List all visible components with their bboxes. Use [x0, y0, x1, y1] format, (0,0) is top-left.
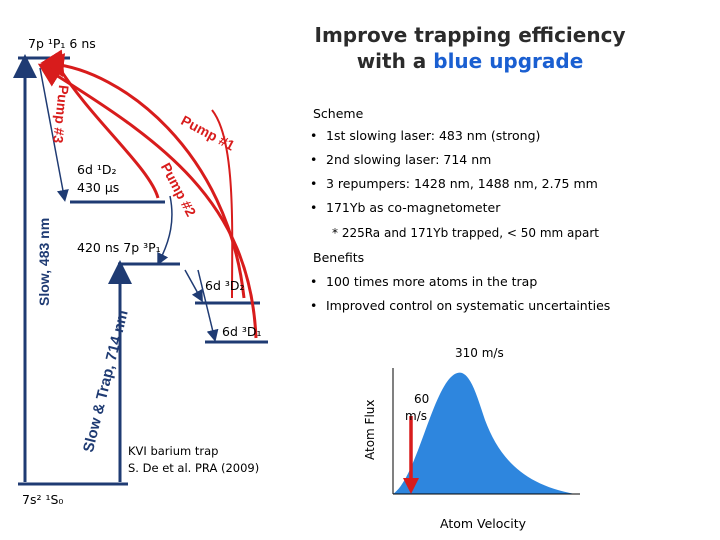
- label-6d3d1: 6d ³D₁: [222, 324, 262, 339]
- decay-to-6d1d2: [39, 67, 69, 202]
- benefit-item: • 100 times more atoms in the trap: [310, 274, 538, 289]
- title-line-2: with a blue upgrade: [300, 48, 640, 74]
- decay-6d1d2: [157, 195, 173, 266]
- scheme-list: • 1st slowing laser: 483 nm (strong) • 2nd…: [310, 124, 598, 220]
- scheme-item: • 171Yb as co-magnetometer: [310, 200, 501, 215]
- label-6d1d2: 6d ¹D₂: [77, 162, 117, 177]
- title-highlight: blue upgrade: [433, 49, 584, 73]
- decay-line: [211, 109, 234, 299]
- label-slow-483: Slow, 483 nm: [36, 217, 52, 306]
- benefits-heading: Benefits: [313, 250, 365, 265]
- scheme-heading: Scheme: [313, 106, 364, 121]
- capture-arrow-head: [403, 478, 419, 494]
- benefit-item: • Improved control on systematic uncertai…: [310, 298, 611, 313]
- label-7p3p1: 420 ns 7p ³P₁: [77, 240, 161, 255]
- scheme-note: * 225Ra and 171Yb trapped, < 50 mm apart: [332, 226, 599, 240]
- reference-line-1: KVI barium trap: [128, 444, 219, 458]
- decay-to-6d3d2: [184, 269, 203, 303]
- plot-ylabel: Atom Flux: [363, 399, 377, 461]
- arrow-pump-3: [41, 49, 160, 199]
- slide-title: Improve trapping efficiency with a blue …: [300, 22, 640, 74]
- reference-line-2: S. De et al. PRA (2009): [128, 461, 260, 475]
- scheme-item: • 1st slowing laser: 483 nm (strong): [310, 128, 541, 143]
- label-ground: 7s² ¹S₀: [22, 492, 64, 507]
- velocity-distribution: [393, 372, 575, 494]
- label-310: 310 m/s: [455, 346, 504, 360]
- title-line-2-prefix: with a: [356, 49, 434, 73]
- plot-xlabel: Atom Velocity: [440, 516, 527, 531]
- title-line-1: Improve trapping efficiency: [314, 23, 626, 47]
- velocity-plot: [392, 368, 580, 495]
- label-6d3d2: 6d ³D₂: [205, 278, 245, 293]
- benefits-list: • 100 times more atoms in the trap • Impro…: [310, 270, 610, 318]
- label-7p1p1: 7p ¹P₁ 6 ns: [28, 36, 96, 51]
- arrow-pump-2: [37, 63, 258, 339]
- label-6d1d2-lifetime: 430 μs: [77, 180, 120, 195]
- label-60-unit: m/s: [405, 409, 427, 423]
- label-60-value: 60: [414, 392, 430, 406]
- decay-to-6d3d1: [197, 269, 219, 342]
- scheme-item: • 2nd slowing laser: 714 nm: [310, 152, 492, 167]
- scheme-item: • 3 repumpers: 1428 nm, 1488 nm, 2.75 mm: [310, 176, 598, 191]
